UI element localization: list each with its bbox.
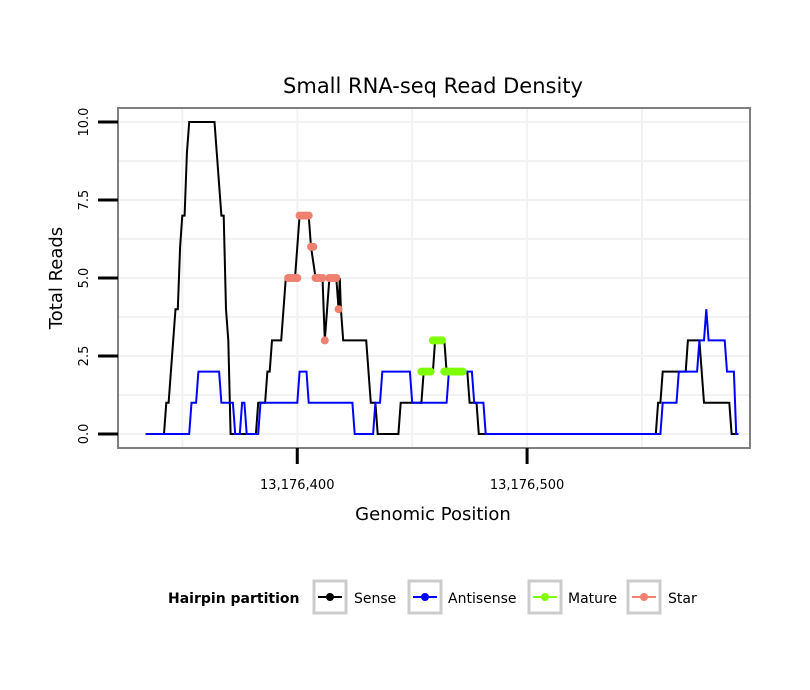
chart-title: Small RNA-seq Read Density [283,74,583,98]
marker-layer [284,211,467,376]
y-tick-label: 0.0 [77,424,92,445]
legend-key-point [421,593,429,601]
legend-item-antisense: Antisense [407,579,517,615]
legend-label: Star [668,591,697,607]
y-axis-title: Total Reads [46,227,67,330]
marker-star [332,274,341,282]
legend-label: Sense [354,591,396,607]
marker-mature [426,367,435,376]
y-tick-label: 7.5 [77,190,92,211]
legend-item-star: Star [626,579,697,615]
legend-label: Antisense [448,591,517,607]
y-tick-label: 10.0 [77,108,92,137]
x-axis-title: Genomic Position [355,504,511,525]
legend-title: Hairpin partition [168,591,299,607]
marker-star [304,211,313,220]
legend-label: Mature [568,591,617,607]
y-axis: 0.0 2.5 5.0 7.5 10.0 [77,108,118,445]
marker-star [320,336,329,345]
legend-key-point [640,593,648,601]
legend-item-mature: Mature [527,579,617,615]
y-tick-label: 5.0 [77,268,92,289]
y-tick-label: 2.5 [77,346,92,367]
marker-star [334,305,343,314]
marker-star [318,274,327,282]
series-line-antisense [145,309,739,435]
marker-star [293,274,302,282]
marker-mature [458,367,467,376]
x-tick-label: 13,176,500 [490,478,564,493]
legend-item-sense: Sense [312,579,396,615]
legend-key-point [326,593,334,601]
x-tick-label: 13,176,400 [260,478,334,493]
marker-star [309,242,318,251]
x-axis: 13,176,400 13,176,500 [260,448,564,493]
legend: Hairpin partition Sense Antisense Mature St… [168,579,697,615]
marker-mature [438,336,446,345]
legend-key-point [541,593,549,601]
